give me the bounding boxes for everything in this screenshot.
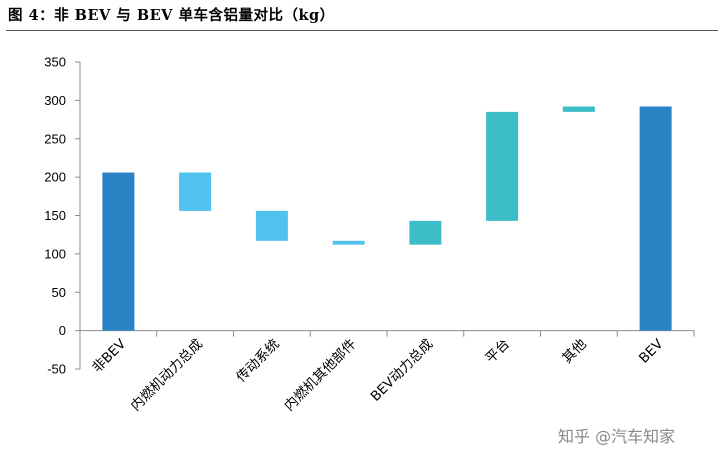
y-tick-label: -50 [47,362,66,377]
y-tick-label: 250 [44,131,66,146]
bar-drop [255,210,288,241]
y-tick-label: 150 [44,208,66,223]
watermark-text: 知乎 @汽车知家 [558,427,676,446]
bar-rise [562,106,595,112]
bar-total [102,172,135,331]
x-category-label: BEV动力总成 [368,336,437,405]
figure-title: 图 4：非 BEV 与 BEV 单车含铝量对比（kg） [8,7,335,24]
y-tick-label: 300 [44,93,66,108]
bar-rise [409,220,442,245]
x-category-label: 平台 [483,336,513,366]
bar-total [639,106,672,331]
x-category-label: 内燃机其他部件 [281,335,360,414]
x-category-label: 传动系统 [233,336,282,385]
x-category-label: 其他 [559,336,589,366]
x-category-label: 内燃机动力总成 [127,335,206,414]
y-tick-label: 100 [44,246,66,261]
x-category-label: 非BEV [89,336,130,377]
y-tick-label: 0 [59,323,66,338]
x-category-label: BEV [636,336,667,367]
bar-drop [332,240,365,245]
y-tick-label: 200 [44,170,66,185]
y-tick-label: 50 [52,285,66,300]
y-tick-label: 350 [44,55,66,70]
bar-drop [179,172,212,211]
bar-rise [486,111,519,221]
title-divider [6,30,718,31]
